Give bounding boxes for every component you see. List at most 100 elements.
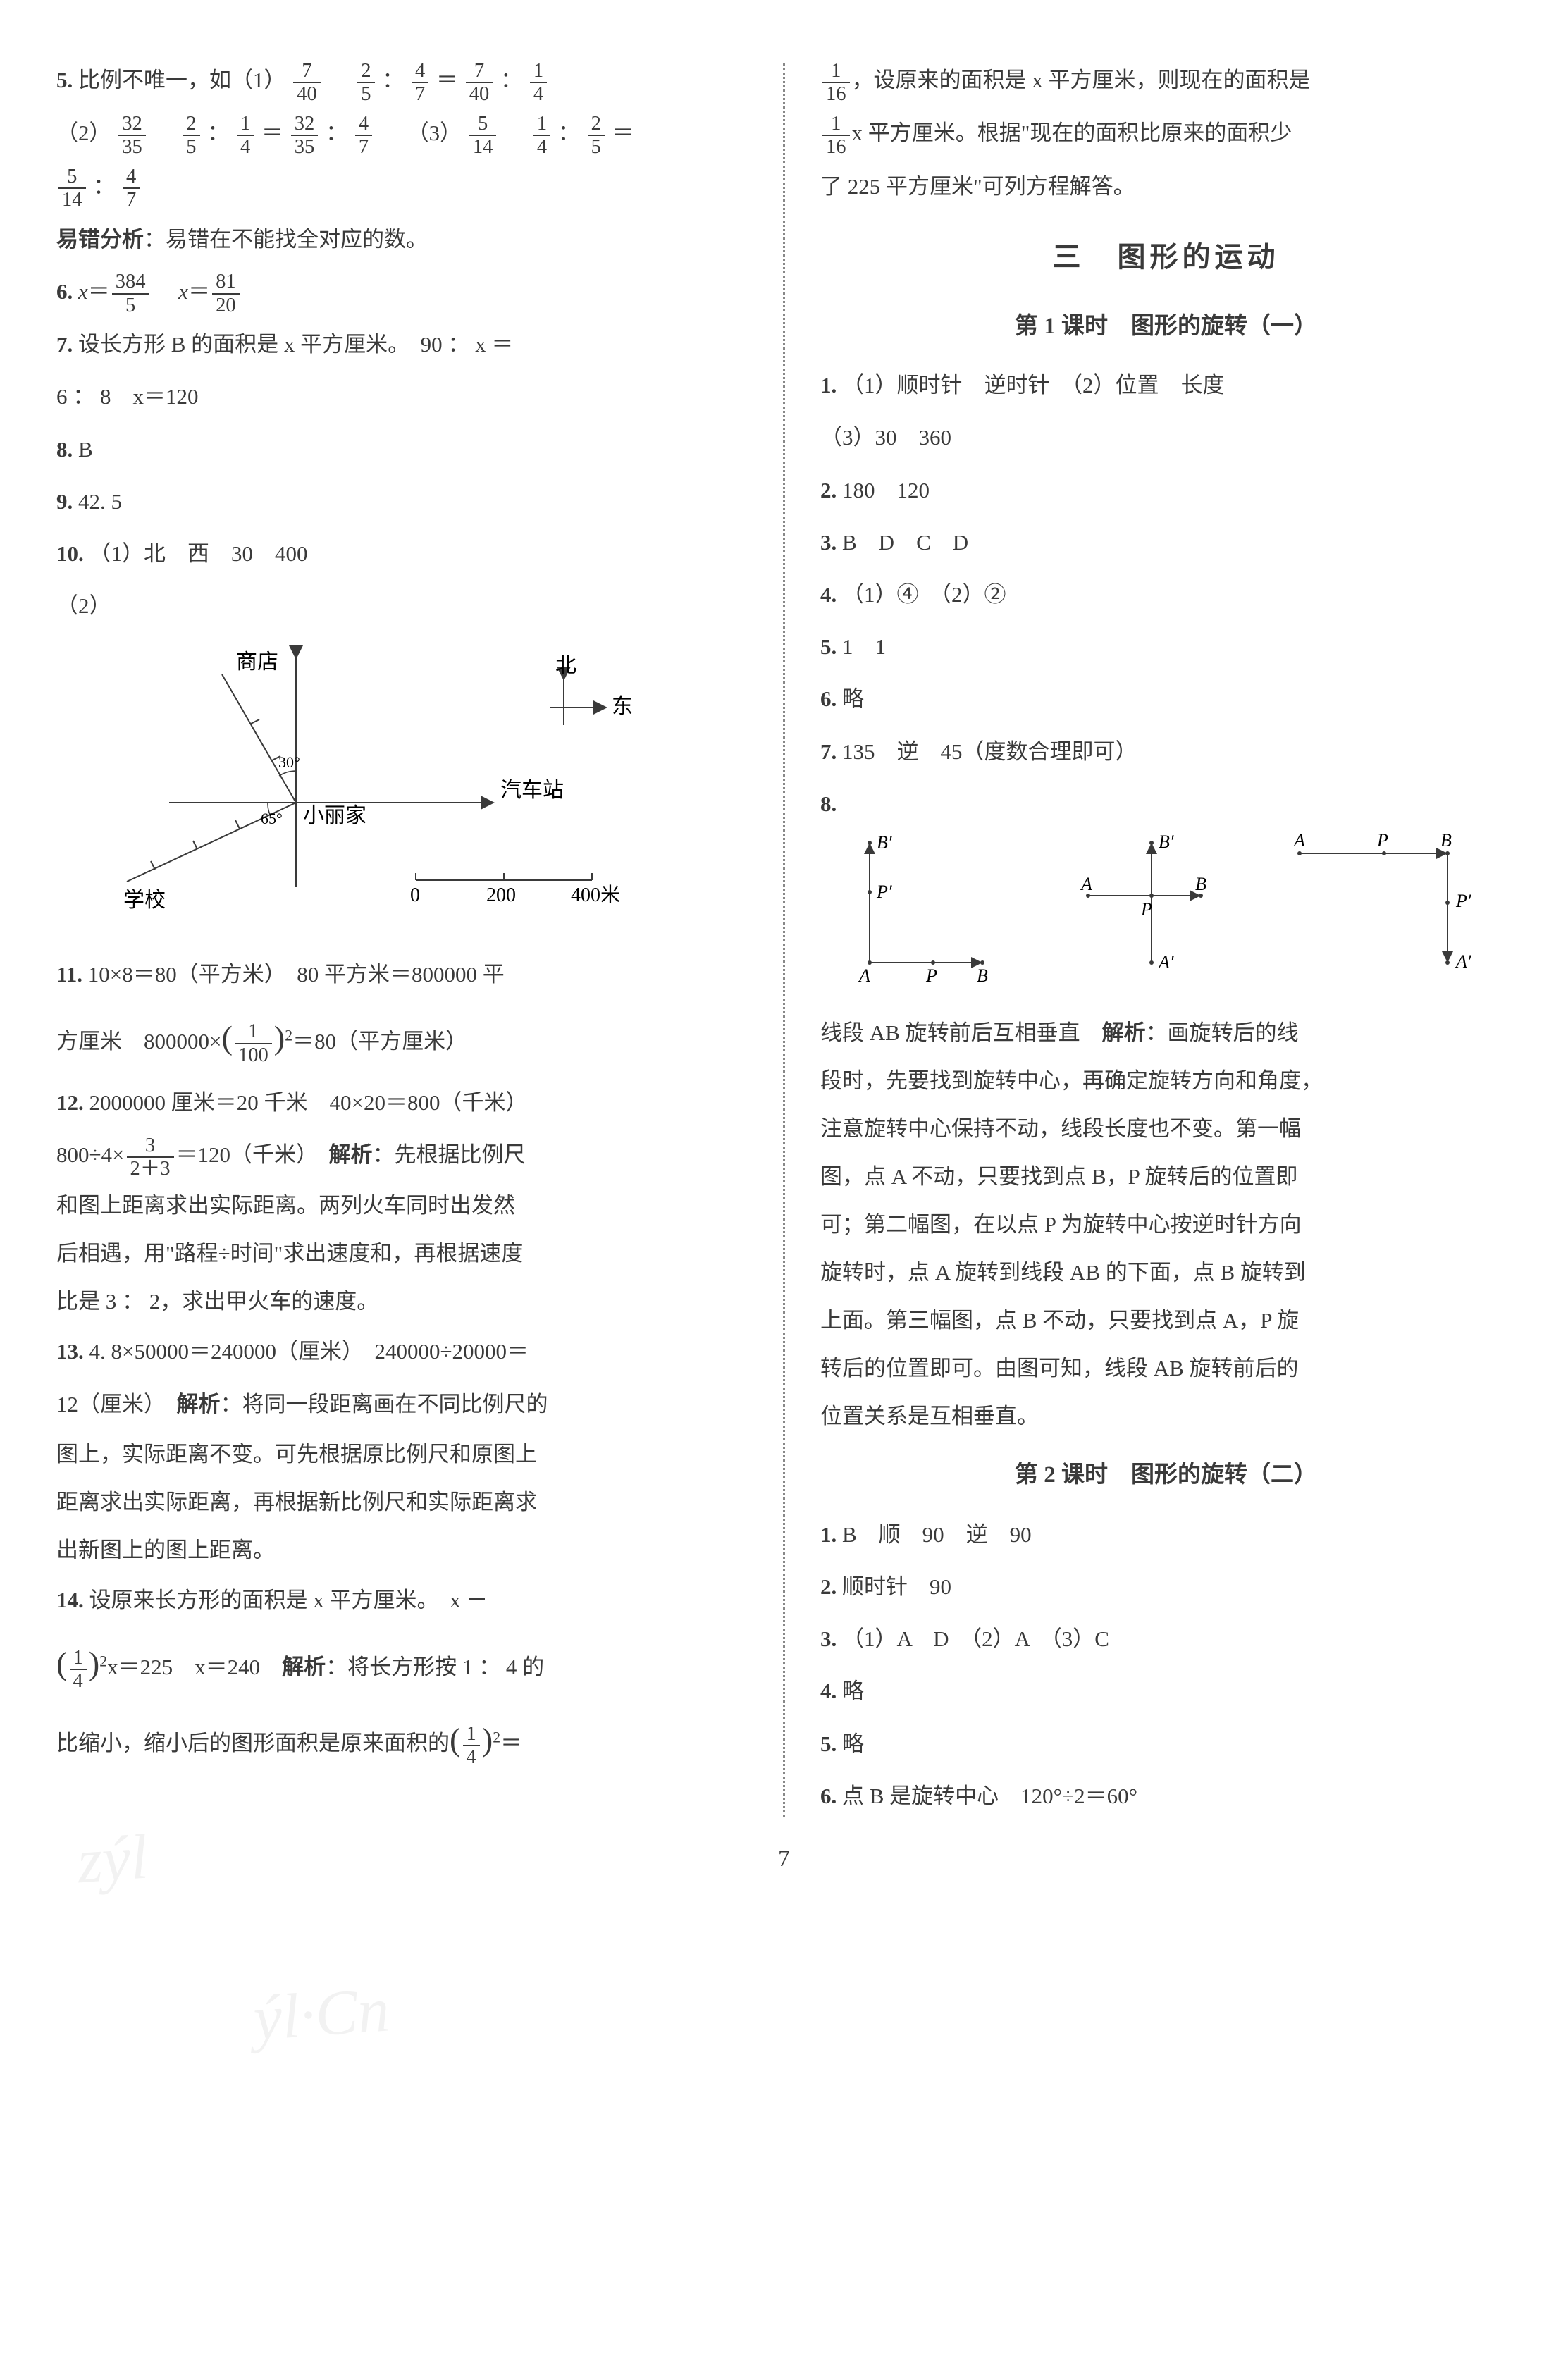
frac: 25	[357, 60, 374, 106]
q-num: 6.	[820, 686, 837, 711]
frac: 116	[822, 60, 850, 106]
q12-a: 12. 2000000 厘米＝20 千米 40×20＝800（千米）	[56, 1079, 748, 1127]
l1-q8-below: 线段 AB 旋转前后互相垂直 解析：画旋转后的线	[820, 1011, 1512, 1055]
q-num: 5.	[820, 1731, 837, 1756]
frac: 14	[533, 113, 550, 159]
q10-num: 10.	[56, 541, 84, 566]
q12-d: 后相遇，用"路程÷时间"求出速度和，再根据速度	[56, 1232, 748, 1275]
q11-num: 11.	[56, 962, 82, 987]
l1-q8-a: 段时，先要找到旋转中心，再确定旋转方向和角度，	[820, 1059, 1512, 1103]
l2-q3: 3. （1）A D （2）A （3）C	[820, 1615, 1512, 1663]
l1-q3: 3. B D C D	[820, 519, 1512, 567]
label-school: 学校	[123, 889, 166, 912]
frac: 3845	[112, 271, 149, 316]
cont-a: 116，设原来的面积是 x 平方厘米，则现在的面积是	[820, 56, 1512, 105]
q10-p1: 10. （1）北 西 30 400	[56, 530, 748, 578]
frac: 47	[412, 60, 428, 106]
frac: 47	[123, 166, 140, 211]
l1-q8-g: 转后的位置即可。由图可知，线段 AB 旋转前后的	[820, 1347, 1512, 1390]
q-num: 2.	[820, 1574, 837, 1599]
q-ans: 180 120	[842, 478, 930, 502]
analysis-label: 解析	[1102, 1020, 1146, 1045]
svg-text:B: B	[1440, 830, 1452, 851]
watermark-icon: ýl·Cn	[249, 1941, 394, 2089]
q13-text-a: 4. 8×50000＝240000（厘米） 240000÷20000＝	[89, 1339, 529, 1364]
rotation-svg: B′ P′ A P B B′ A P	[841, 804, 1497, 987]
label-bus: 汽车站	[500, 779, 564, 802]
l1-q8-e: 旋转时，点 A 旋转到线段 AB 的下面，点 B 旋转到	[820, 1251, 1512, 1295]
q7-text: 设长方形 B 的面积是 x 平方厘米。 90 ： x ＝	[78, 332, 513, 357]
q-num: 1.	[820, 1522, 837, 1547]
q12-c: 和图上距离求出实际距离。两列火车同时出发然	[56, 1184, 748, 1228]
analysis-label: 解析	[177, 1392, 221, 1416]
q11-a: 11. 10×8＝80（平方米） 80 平方米＝800000 平	[56, 951, 748, 999]
q12-text-a: 2000000 厘米＝20 千米 40×20＝800（千米）	[89, 1090, 528, 1115]
error-label: 易错分析	[56, 227, 144, 252]
svg-text:A′: A′	[1455, 951, 1471, 972]
frac: 14	[237, 113, 254, 159]
q5-line2: （2） 3235 25 ： 14 ＝ 3235 ： 47 （3） 514 14 …	[56, 109, 748, 158]
frac: 47	[355, 113, 372, 159]
q9: 9. 42. 5	[56, 478, 748, 526]
label-shop: 商店	[236, 650, 278, 674]
q-num: 6.	[820, 1784, 837, 1808]
q-num: 3.	[820, 530, 837, 555]
frac: 740	[466, 60, 493, 106]
q14-num: 14.	[56, 1588, 84, 1612]
analysis-label: 解析	[282, 1655, 326, 1679]
l1-q7: 7. 135 逆 45（度数合理即可）	[820, 728, 1512, 776]
frac: 14	[463, 1723, 480, 1769]
svg-text:P: P	[1376, 830, 1388, 851]
page-container: 5. 比例不唯一，如（1） 740 25 ： 47 ＝ 740 ： 14 （2）…	[56, 56, 1512, 1824]
q14-c: 比缩小，缩小后的图形面积是原来面积的(14)2＝	[56, 1705, 748, 1777]
q-ans: 135 逆 45（度数合理即可）	[842, 739, 1137, 764]
left-column: 5. 比例不唯一，如（1） 740 25 ： 47 ＝ 740 ： 14 （2）…	[56, 56, 748, 1824]
q-num: 4.	[820, 1679, 837, 1703]
frac: 32＋3	[127, 1135, 174, 1180]
frac: 116	[822, 113, 850, 159]
direction-svg: 商店 北 东 汽车站 小丽家 学校 30° 65° 0 200 400米	[99, 641, 648, 922]
q13-d: 距离求出实际距离，再根据新比例尺和实际距离求	[56, 1481, 748, 1524]
q-ans: （1）④ （2）②	[842, 582, 1006, 607]
frac: 25	[588, 113, 605, 159]
l1-q6: 6. 略	[820, 675, 1512, 723]
q-ans: 略	[842, 1679, 864, 1703]
q11-text-a: 10×8＝80（平方米） 80 平方米＝800000 平	[88, 962, 505, 987]
label-north: 北	[555, 654, 576, 677]
q7-line2: 6 ： 8 x＝120	[56, 373, 748, 421]
q-ans: 点 B 是旋转中心 120°÷2＝60°	[842, 1784, 1137, 1808]
scale-0: 0	[410, 884, 420, 906]
frac: 25	[183, 113, 199, 159]
l1-q8-h: 位置关系是互相垂直。	[820, 1395, 1512, 1438]
q8-ans: B	[78, 437, 93, 462]
q5-line1: 5. 比例不唯一，如（1） 740 25 ： 47 ＝ 740 ： 14	[56, 56, 748, 105]
l2-q6: 6. 点 B 是旋转中心 120°÷2＝60°	[820, 1772, 1512, 1820]
q-num: 3.	[820, 1626, 837, 1651]
q11-b: 方厘米 800000×(1100)2＝80（平方厘米）	[56, 1003, 748, 1075]
svg-text:A′: A′	[1157, 952, 1174, 972]
l1-q8-c: 图，点 A 不动，只要找到点 B，P 旋转后的位置即	[820, 1155, 1512, 1199]
lesson2-title: 第 2 课时 图形的旋转（二）	[820, 1450, 1512, 1501]
svg-text:P: P	[925, 965, 937, 986]
l1-q5: 5. 1 1	[820, 623, 1512, 671]
section-title: 三 图形的运动	[820, 226, 1512, 288]
l1-q8-d: 可；第二幅图，在以点 P 为旋转中心按逆时针方向	[820, 1203, 1512, 1247]
q5-lead: 比例不唯一，如（1）	[78, 68, 286, 92]
svg-text:B′: B′	[877, 832, 892, 853]
l2-q4: 4. 略	[820, 1667, 1512, 1715]
l1-q4: 4. （1）④ （2）②	[820, 571, 1512, 619]
q-num: 5.	[820, 634, 837, 659]
q-num: 2.	[820, 478, 837, 502]
frac: 3235	[118, 113, 146, 159]
q10-p2: （2）	[56, 582, 748, 630]
q-ans: 顺时针 90	[842, 1574, 951, 1599]
l1-q1-a: 1. （1）顺时针 逆时针 （2）位置 长度	[820, 362, 1512, 409]
label-home: 小丽家	[303, 804, 366, 827]
frac: 14	[530, 60, 547, 106]
q12-e: 比是 3 ： 2，求出甲火车的速度。	[56, 1280, 748, 1323]
direction-graph: 商店 北 东 汽车站 小丽家 学校 30° 65° 0 200 400米	[99, 641, 748, 939]
q-ans: B 顺 90 逆 90	[842, 1522, 1032, 1547]
frac: 514	[469, 113, 497, 159]
frac: 3235	[291, 113, 319, 159]
l2-q2: 2. 顺时针 90	[820, 1563, 1512, 1611]
